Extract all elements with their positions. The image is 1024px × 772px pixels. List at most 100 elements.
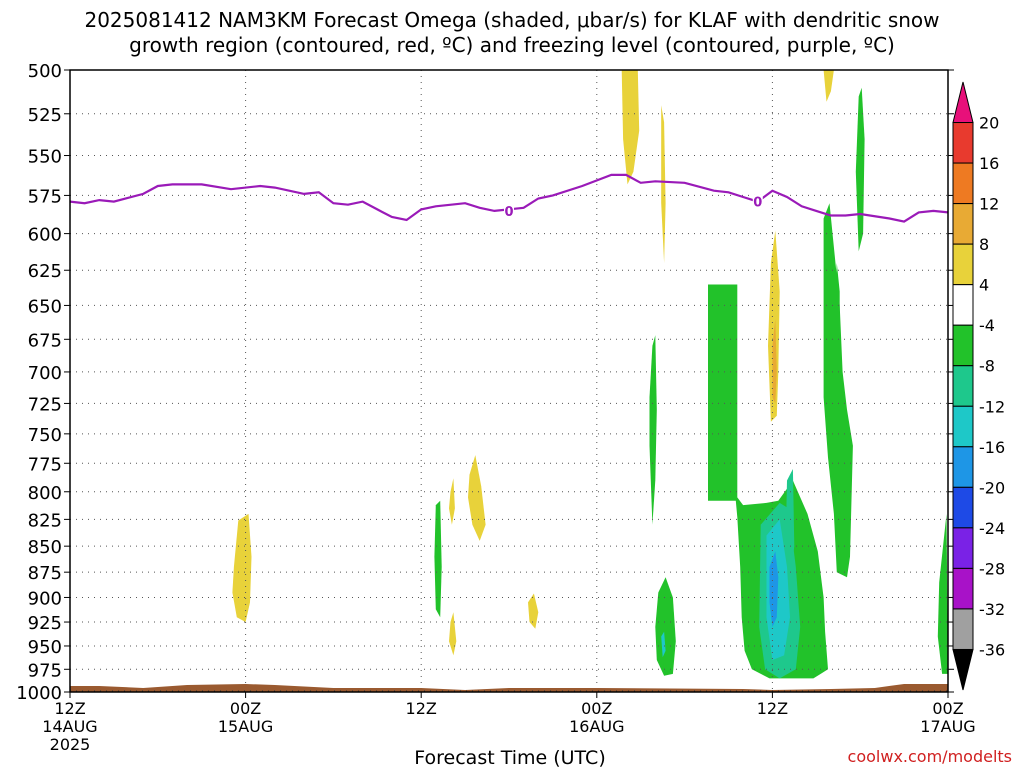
x-tick-label: 15AUG <box>218 717 273 736</box>
y-tick-label: 525 <box>28 105 62 126</box>
omega-region-weak-rising <box>655 577 676 676</box>
x-tick-label: 16AUG <box>569 717 624 736</box>
freezing-level-line <box>69 173 949 223</box>
x-tick-label: 12Z <box>757 699 788 718</box>
freezing-level-label-bg <box>752 194 763 209</box>
y-tick-label: 800 <box>28 483 62 504</box>
omega-shading <box>232 70 948 679</box>
colorbar-swatch <box>952 405 974 448</box>
x-tick-label: 00Z <box>581 699 612 718</box>
omega-region-weak-sinking <box>661 105 666 263</box>
omega-region-weak-sinking <box>449 612 457 656</box>
x-tick-label: 14AUG <box>42 717 97 736</box>
omega-region-weak-sinking <box>823 70 834 102</box>
colorbar-bottom-arrow <box>952 648 974 691</box>
omega-region-weak-sinking <box>528 593 539 629</box>
colorbar-swatch <box>952 527 974 569</box>
colorbar-label: 12 <box>979 195 999 214</box>
x-tick-label: 12Z <box>406 699 437 718</box>
chart-title-line2: growth region (contoured, red, ºC) and f… <box>129 33 895 57</box>
freezing-level-label: 0 <box>753 196 762 211</box>
omega-region-very-strong-rising <box>769 551 779 627</box>
omega-region-weak-rising <box>830 263 840 398</box>
credit-text: coolwx.com/modelts <box>848 747 1012 766</box>
y-tick-label: 900 <box>28 588 62 609</box>
y-tick-label: 550 <box>28 147 62 168</box>
omega-region-weak-rising <box>708 284 828 679</box>
omega-region-weak-sinking <box>449 478 455 525</box>
plot-frame <box>69 69 949 693</box>
colorbar-label: -32 <box>979 600 1005 619</box>
x-tick-label: 17AUG <box>920 717 975 736</box>
plot-grid <box>70 70 948 692</box>
colorbar-swatch <box>952 243 974 286</box>
y-tick-label: 975 <box>28 660 62 681</box>
colorbar-label: 16 <box>979 154 999 173</box>
y-tick-label: 625 <box>28 261 62 282</box>
omega-region-weak-rising <box>855 87 865 252</box>
y-tick-label: 600 <box>28 225 62 246</box>
freezing-level-label: 0 <box>504 205 513 220</box>
y-tick-label: 850 <box>28 537 62 558</box>
colorbar-label: 20 <box>979 114 999 133</box>
y-tick-label: 750 <box>28 425 62 446</box>
omega-region-weak-rising <box>937 513 948 674</box>
colorbar-label: -12 <box>979 397 1005 416</box>
freezing-level-label-bg <box>504 203 514 218</box>
x-axis-label: Forecast Time (UTC) <box>414 747 605 768</box>
colorbar-swatch <box>952 486 974 529</box>
y-tick-label: 875 <box>28 563 62 584</box>
colorbar-swatch <box>952 284 974 326</box>
y-tick-label: 575 <box>28 186 62 207</box>
x-tick-label: 00Z <box>230 699 261 718</box>
colorbar-swatch <box>952 446 974 488</box>
colorbar-swatch <box>952 122 974 164</box>
omega-region-weak-rising <box>823 203 853 578</box>
colorbar-label: -4 <box>979 316 995 335</box>
x-tick-label: 00Z <box>932 699 963 718</box>
colorbar-swatch <box>952 203 974 245</box>
y-tick-label: 950 <box>28 637 62 658</box>
omega-region-strong-rising <box>661 631 666 658</box>
chart-title-line1: 2025081412 NAM3KM Forecast Omega (shaded… <box>84 8 939 32</box>
omega-region-weak-sinking <box>232 513 252 622</box>
colorbar-label: -20 <box>979 478 1005 497</box>
y-tick-label: 675 <box>28 330 62 351</box>
y-tick-label: 925 <box>28 613 62 634</box>
colorbar-swatch <box>952 608 974 650</box>
colorbar-label: -36 <box>979 640 1005 659</box>
colorbar-top-arrow <box>952 81 974 124</box>
omega-region-weak-sinking <box>768 230 780 422</box>
colorbar-legend: 20 16 12 8 4 -4 -8 -12 -16 -20 -24 -28 -32 -36 <box>952 81 1005 691</box>
omega-region-weak-rising <box>649 335 657 525</box>
colorbar-label: -8 <box>979 357 995 376</box>
freezing-level-contour: 00 <box>69 173 949 223</box>
y-tick-label: 1000 <box>16 683 62 704</box>
y-tick-label: 775 <box>28 454 62 475</box>
y-tick-label: 650 <box>28 296 62 317</box>
omega-region-moderate-rising <box>785 469 795 578</box>
x-tick-label: 2025 <box>50 735 91 754</box>
colorbar-swatch <box>952 365 974 407</box>
colorbar-swatch <box>952 324 974 367</box>
colorbar-label: -24 <box>979 519 1005 538</box>
terrain-polygon <box>70 684 948 692</box>
colorbar-label: 4 <box>979 276 989 295</box>
x-tick-label: 12Z <box>54 699 85 718</box>
colorbar-label: 8 <box>979 235 989 254</box>
colorbar-swatch <box>952 567 974 610</box>
omega-region-weak-rising <box>434 500 442 618</box>
omega-region-moderate-sinking <box>772 319 777 404</box>
plot-border <box>69 69 949 693</box>
y-tick-label: 725 <box>28 394 62 415</box>
y-tick-label: 825 <box>28 510 62 531</box>
y-tick-label: 500 <box>28 61 62 82</box>
y-tick-label: 700 <box>28 363 62 384</box>
terrain-fill <box>70 684 948 692</box>
y-axis-pressure: 500 525 550 575 600 625 650 675 700 725 750 775 800 8… <box>16 61 954 704</box>
colorbar-label: -16 <box>979 438 1005 457</box>
colorbar-label: -28 <box>979 559 1005 578</box>
